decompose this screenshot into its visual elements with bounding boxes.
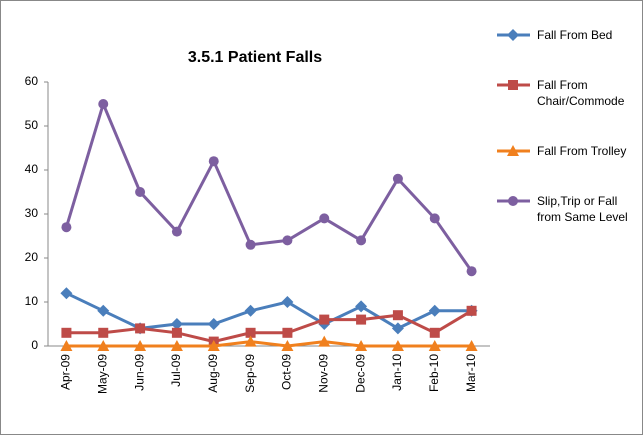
marker (428, 340, 441, 351)
marker (245, 327, 256, 338)
marker (98, 327, 109, 338)
marker (429, 213, 440, 224)
marker (97, 304, 110, 317)
marker (245, 239, 256, 250)
marker (355, 300, 368, 313)
marker (60, 340, 73, 351)
marker (508, 196, 518, 206)
x-tick-label: Jan-10 (390, 354, 404, 391)
legend-label: Fall From Trolley (537, 144, 627, 158)
marker (170, 340, 183, 351)
marker (355, 340, 368, 351)
marker (170, 318, 183, 330)
y-tick-label: 40 (25, 162, 39, 176)
marker (61, 327, 72, 338)
marker (356, 235, 367, 246)
marker (429, 327, 440, 338)
marker (319, 314, 330, 325)
x-tick-label: Nov-09 (316, 354, 330, 393)
series-line (65, 291, 472, 331)
marker (391, 322, 404, 335)
marker (135, 187, 146, 197)
marker (208, 156, 219, 167)
marker (281, 340, 294, 351)
marker (318, 335, 331, 347)
y-tick-label: 30 (25, 206, 39, 220)
series-line (66, 340, 472, 348)
x-tick-label: Feb-10 (427, 354, 441, 392)
marker (207, 340, 220, 351)
y-tick-label: 50 (25, 118, 39, 132)
legend-label: Fall From Bed (537, 28, 613, 42)
marker (244, 335, 257, 347)
x-tick-label: Jul-09 (169, 354, 183, 387)
marker (171, 226, 182, 237)
x-tick-label: Apr-09 (59, 354, 73, 390)
x-tick-label: Aug-09 (206, 354, 220, 393)
x-tick-label: Mar-10 (464, 354, 478, 392)
y-tick-label: 10 (25, 294, 39, 308)
marker (466, 266, 477, 277)
marker (98, 99, 109, 109)
marker (171, 327, 182, 338)
marker (134, 340, 147, 351)
series-line (64, 99, 473, 273)
legend-label: Slip,Trip or Fall from Same Level (537, 194, 628, 224)
marker (319, 213, 330, 224)
x-tick-label: Jun-09 (132, 354, 146, 391)
marker (465, 340, 478, 351)
x-tick-label: Dec-09 (353, 354, 367, 393)
y-tick-label: 60 (25, 74, 39, 88)
marker (392, 310, 403, 321)
x-tick-label: Oct-09 (280, 354, 294, 390)
x-tick-label: May-09 (95, 354, 109, 394)
series-line (66, 309, 473, 344)
marker (207, 318, 220, 330)
marker (391, 340, 404, 351)
y-tick-label: 20 (25, 250, 39, 264)
chart-title: 3.5.1 Patient Falls (188, 49, 322, 66)
marker (60, 287, 73, 300)
marker (282, 327, 293, 338)
marker (508, 80, 518, 90)
marker (466, 305, 477, 316)
marker (392, 173, 403, 184)
marker (135, 323, 146, 334)
marker (281, 296, 294, 308)
legend-label: Fall From Chair/Commode (537, 78, 625, 108)
marker (282, 235, 293, 246)
marker (507, 29, 519, 41)
marker (61, 222, 72, 233)
y-tick-label: 0 (31, 338, 38, 352)
marker (244, 304, 257, 317)
marker (356, 314, 367, 325)
x-tick-label: Sep-09 (243, 354, 257, 393)
marker (428, 304, 441, 317)
marker (507, 145, 519, 156)
marker (97, 340, 110, 351)
